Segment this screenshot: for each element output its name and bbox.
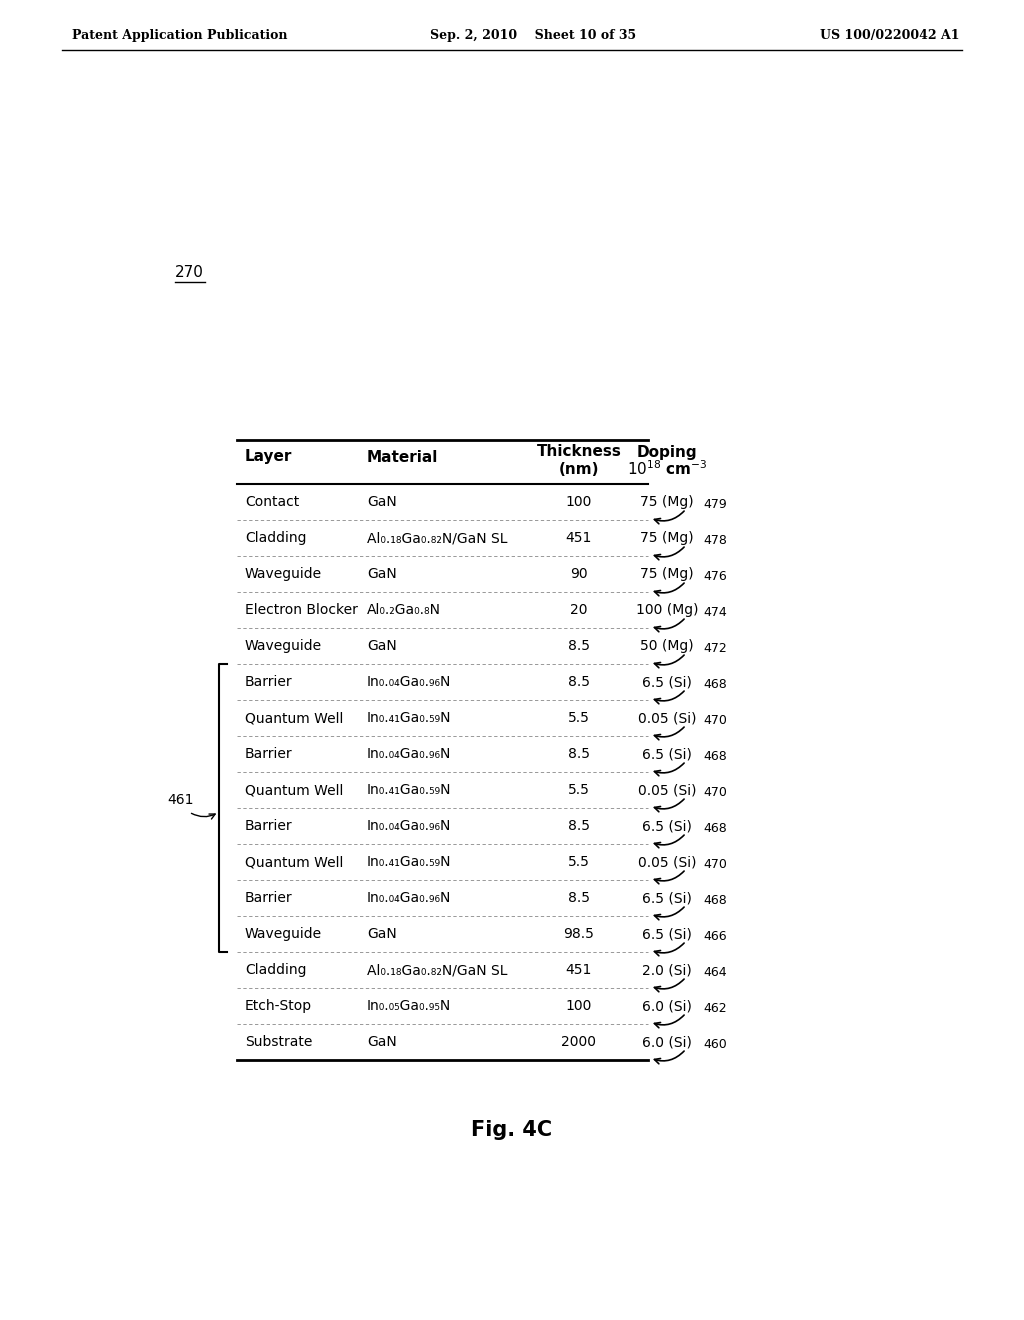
Text: 270: 270 xyxy=(175,265,204,280)
Text: 468: 468 xyxy=(703,750,727,763)
Text: Sep. 2, 2010    Sheet 10 of 35: Sep. 2, 2010 Sheet 10 of 35 xyxy=(430,29,636,41)
Text: 75 (Mg): 75 (Mg) xyxy=(640,531,694,545)
Text: 8.5: 8.5 xyxy=(568,891,590,906)
Text: Barrier: Barrier xyxy=(245,675,293,689)
Text: 100: 100 xyxy=(566,495,592,510)
Text: 468: 468 xyxy=(703,894,727,907)
Text: Cladding: Cladding xyxy=(245,964,306,977)
Text: GaN: GaN xyxy=(367,927,396,941)
Text: Patent Application Publication: Patent Application Publication xyxy=(72,29,288,41)
Text: 6.5 (Si): 6.5 (Si) xyxy=(642,675,692,689)
Text: 100: 100 xyxy=(566,999,592,1012)
Text: In₀.₄₁Ga₀.₅₉N: In₀.₄₁Ga₀.₅₉N xyxy=(367,855,452,869)
Text: 8.5: 8.5 xyxy=(568,639,590,653)
Text: Al₀.₂Ga₀.₈N: Al₀.₂Ga₀.₈N xyxy=(367,603,441,616)
Text: 0.05 (Si): 0.05 (Si) xyxy=(638,783,696,797)
Text: 6.5 (Si): 6.5 (Si) xyxy=(642,927,692,941)
Text: 461: 461 xyxy=(167,793,194,807)
Text: Fig. 4C: Fig. 4C xyxy=(471,1119,553,1140)
Text: 90: 90 xyxy=(570,568,588,581)
Text: Doping: Doping xyxy=(637,445,697,459)
Text: GaN: GaN xyxy=(367,568,396,581)
Text: Contact: Contact xyxy=(245,495,299,510)
Text: 476: 476 xyxy=(703,570,727,583)
Text: Barrier: Barrier xyxy=(245,747,293,762)
Text: 466: 466 xyxy=(703,931,727,942)
Text: 462: 462 xyxy=(703,1002,727,1015)
Text: 470: 470 xyxy=(703,858,727,871)
Text: 6.0 (Si): 6.0 (Si) xyxy=(642,999,692,1012)
Text: $10^{18}\ \mathregular{cm}^{-3}$: $10^{18}\ \mathregular{cm}^{-3}$ xyxy=(627,459,708,478)
Text: Barrier: Barrier xyxy=(245,818,293,833)
Text: 6.5 (Si): 6.5 (Si) xyxy=(642,747,692,762)
Text: 478: 478 xyxy=(703,535,727,546)
Text: 5.5: 5.5 xyxy=(568,855,590,869)
Text: 474: 474 xyxy=(703,606,727,619)
Text: In₀.₀₄Ga₀.₉₆N: In₀.₀₄Ga₀.₉₆N xyxy=(367,675,452,689)
Text: Al₀.₁₈Ga₀.₈₂N/GaN SL: Al₀.₁₈Ga₀.₈₂N/GaN SL xyxy=(367,964,508,977)
Text: Cladding: Cladding xyxy=(245,531,306,545)
Text: 0.05 (Si): 0.05 (Si) xyxy=(638,711,696,725)
Text: 6.5 (Si): 6.5 (Si) xyxy=(642,891,692,906)
Text: Al₀.₁₈Ga₀.₈₂N/GaN SL: Al₀.₁₈Ga₀.₈₂N/GaN SL xyxy=(367,531,508,545)
Text: 75 (Mg): 75 (Mg) xyxy=(640,568,694,581)
Text: GaN: GaN xyxy=(367,495,396,510)
Text: In₀.₀₄Ga₀.₉₆N: In₀.₀₄Ga₀.₉₆N xyxy=(367,891,452,906)
Text: In₀.₀₅Ga₀.₉₅N: In₀.₀₅Ga₀.₉₅N xyxy=(367,999,452,1012)
Text: In₀.₀₄Ga₀.₉₆N: In₀.₀₄Ga₀.₉₆N xyxy=(367,818,452,833)
Text: 468: 468 xyxy=(703,822,727,836)
Text: 0.05 (Si): 0.05 (Si) xyxy=(638,855,696,869)
Text: 50 (Mg): 50 (Mg) xyxy=(640,639,694,653)
Text: 75 (Mg): 75 (Mg) xyxy=(640,495,694,510)
Text: 470: 470 xyxy=(703,785,727,799)
Text: 464: 464 xyxy=(703,966,727,979)
Text: Quantum Well: Quantum Well xyxy=(245,855,343,869)
Text: 472: 472 xyxy=(703,642,727,655)
Text: 8.5: 8.5 xyxy=(568,675,590,689)
Text: Layer: Layer xyxy=(245,450,293,465)
Text: Barrier: Barrier xyxy=(245,891,293,906)
Text: Thickness: Thickness xyxy=(537,445,622,459)
Text: Waveguide: Waveguide xyxy=(245,568,323,581)
Text: Substrate: Substrate xyxy=(245,1035,312,1049)
Text: In₀.₄₁Ga₀.₅₉N: In₀.₄₁Ga₀.₅₉N xyxy=(367,711,452,725)
Text: Etch-Stop: Etch-Stop xyxy=(245,999,312,1012)
Text: Quantum Well: Quantum Well xyxy=(245,711,343,725)
Text: In₀.₀₄Ga₀.₉₆N: In₀.₀₄Ga₀.₉₆N xyxy=(367,747,452,762)
Text: 8.5: 8.5 xyxy=(568,747,590,762)
Text: 451: 451 xyxy=(566,964,592,977)
Text: Material: Material xyxy=(367,450,438,465)
Text: 5.5: 5.5 xyxy=(568,783,590,797)
Text: 5.5: 5.5 xyxy=(568,711,590,725)
Text: In₀.₄₁Ga₀.₅₉N: In₀.₄₁Ga₀.₅₉N xyxy=(367,783,452,797)
Text: 468: 468 xyxy=(703,678,727,690)
Text: 460: 460 xyxy=(703,1038,727,1051)
Text: 6.5 (Si): 6.5 (Si) xyxy=(642,818,692,833)
Text: 2000: 2000 xyxy=(561,1035,597,1049)
Text: (nm): (nm) xyxy=(559,462,599,477)
Text: 98.5: 98.5 xyxy=(563,927,595,941)
Text: 8.5: 8.5 xyxy=(568,818,590,833)
Text: 479: 479 xyxy=(703,498,727,511)
Text: 2.0 (Si): 2.0 (Si) xyxy=(642,964,692,977)
Text: Quantum Well: Quantum Well xyxy=(245,783,343,797)
Text: Electron Blocker: Electron Blocker xyxy=(245,603,357,616)
Text: US 100/0220042 A1: US 100/0220042 A1 xyxy=(820,29,961,41)
Text: 470: 470 xyxy=(703,714,727,727)
Text: Waveguide: Waveguide xyxy=(245,639,323,653)
Text: 6.0 (Si): 6.0 (Si) xyxy=(642,1035,692,1049)
Text: 451: 451 xyxy=(566,531,592,545)
Text: GaN: GaN xyxy=(367,1035,396,1049)
Text: GaN: GaN xyxy=(367,639,396,653)
Text: Waveguide: Waveguide xyxy=(245,927,323,941)
Text: 100 (Mg): 100 (Mg) xyxy=(636,603,698,616)
Text: 20: 20 xyxy=(570,603,588,616)
